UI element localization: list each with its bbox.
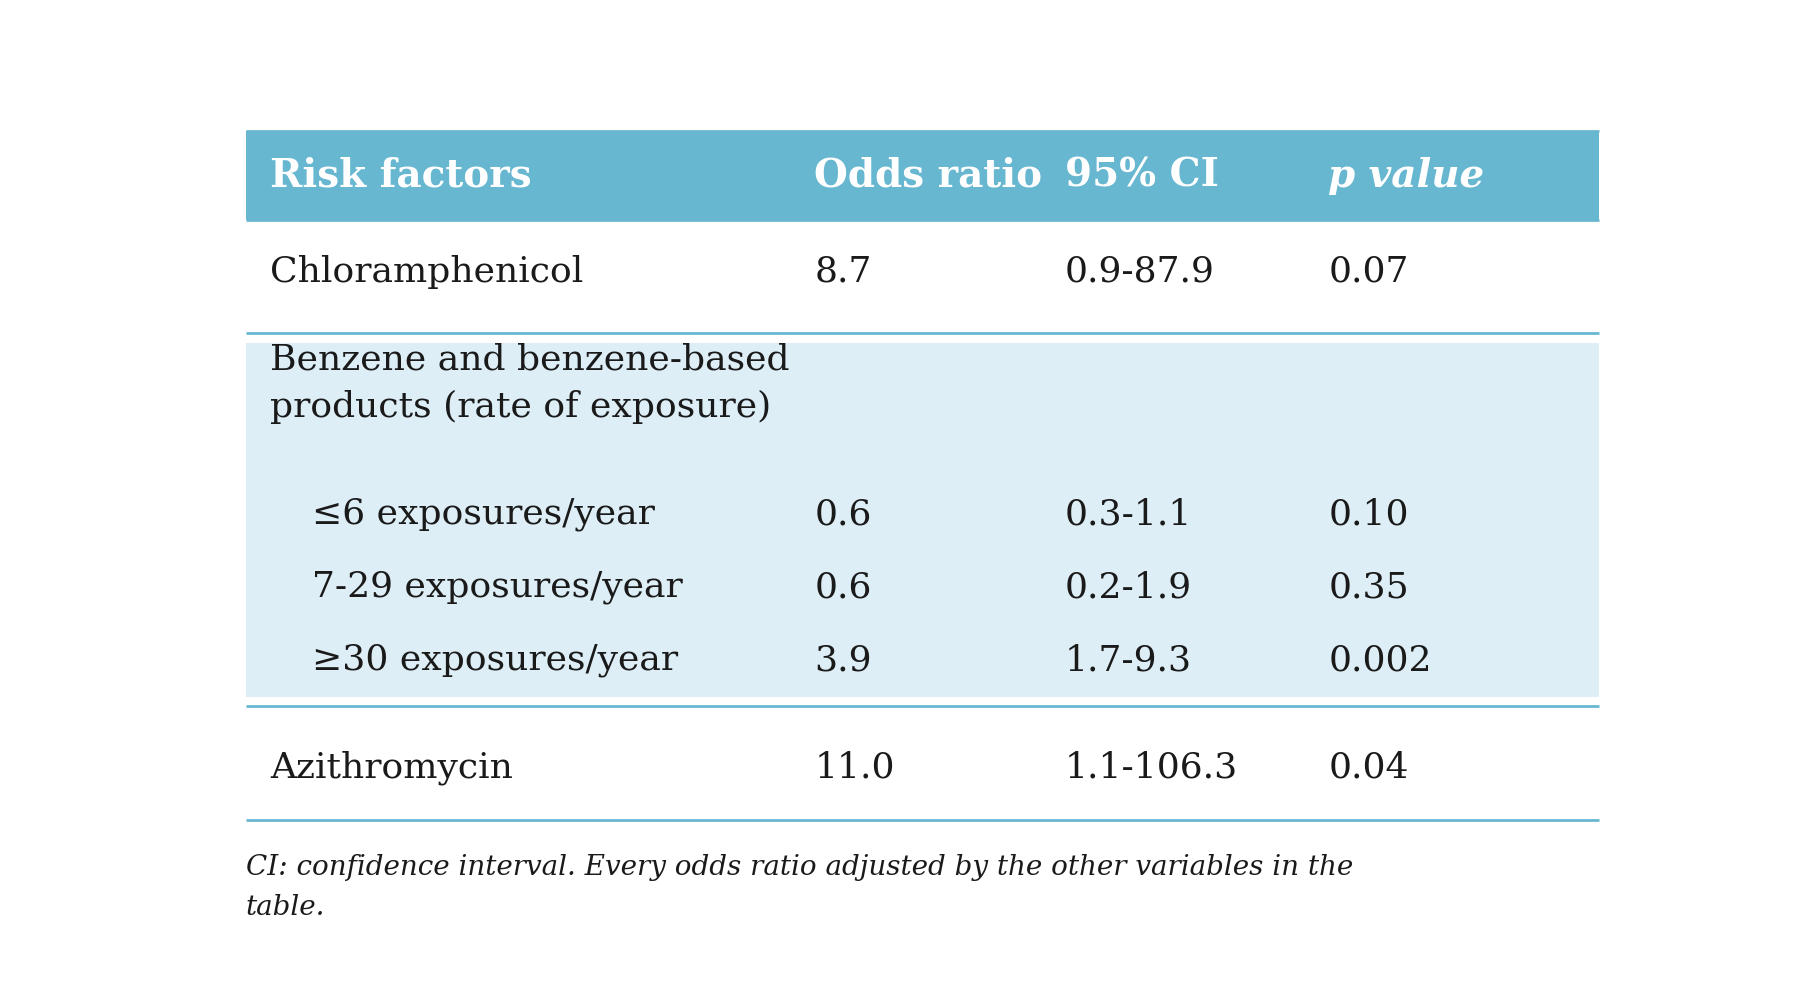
FancyBboxPatch shape [247,550,1598,623]
Text: 0.07: 0.07 [1328,255,1409,289]
Text: Benzene and benzene-based
products (rate of exposure): Benzene and benzene-based products (rate… [270,343,790,425]
FancyBboxPatch shape [247,343,1598,478]
FancyBboxPatch shape [247,132,1598,220]
Text: Chloramphenicol: Chloramphenicol [270,255,583,289]
Text: 0.3-1.1: 0.3-1.1 [1064,498,1192,531]
Text: Odds ratio: Odds ratio [814,157,1042,195]
Text: 0.35: 0.35 [1328,570,1409,604]
Text: 0.9-87.9: 0.9-87.9 [1064,255,1215,289]
Text: ≤6 exposures/year: ≤6 exposures/year [311,498,655,531]
FancyBboxPatch shape [247,220,1598,324]
FancyBboxPatch shape [247,716,1598,820]
Text: 1.1-106.3: 1.1-106.3 [1064,751,1238,785]
Text: 3.9: 3.9 [814,643,871,677]
Text: 95% CI: 95% CI [1064,157,1219,195]
Text: 0.6: 0.6 [814,498,871,531]
Text: ≥30 exposures/year: ≥30 exposures/year [311,643,679,677]
Text: 0.6: 0.6 [814,570,871,604]
Text: 0.10: 0.10 [1328,498,1409,531]
Text: Risk factors: Risk factors [270,157,533,195]
Text: 11.0: 11.0 [814,751,895,785]
Text: 0.04: 0.04 [1328,751,1409,785]
Text: Azithromycin: Azithromycin [270,750,513,785]
Text: 1.7-9.3: 1.7-9.3 [1064,643,1192,677]
FancyBboxPatch shape [247,478,1598,550]
FancyBboxPatch shape [247,623,1598,697]
Text: 0.002: 0.002 [1328,643,1433,677]
Text: 7-29 exposures/year: 7-29 exposures/year [311,570,682,604]
Text: 0.2-1.9: 0.2-1.9 [1064,570,1192,604]
Text: CI: confidence interval. Every odds ratio adjusted by the other variables in the: CI: confidence interval. Every odds rati… [247,854,1354,921]
Text: 8.7: 8.7 [814,255,871,289]
Text: p value: p value [1328,157,1485,195]
